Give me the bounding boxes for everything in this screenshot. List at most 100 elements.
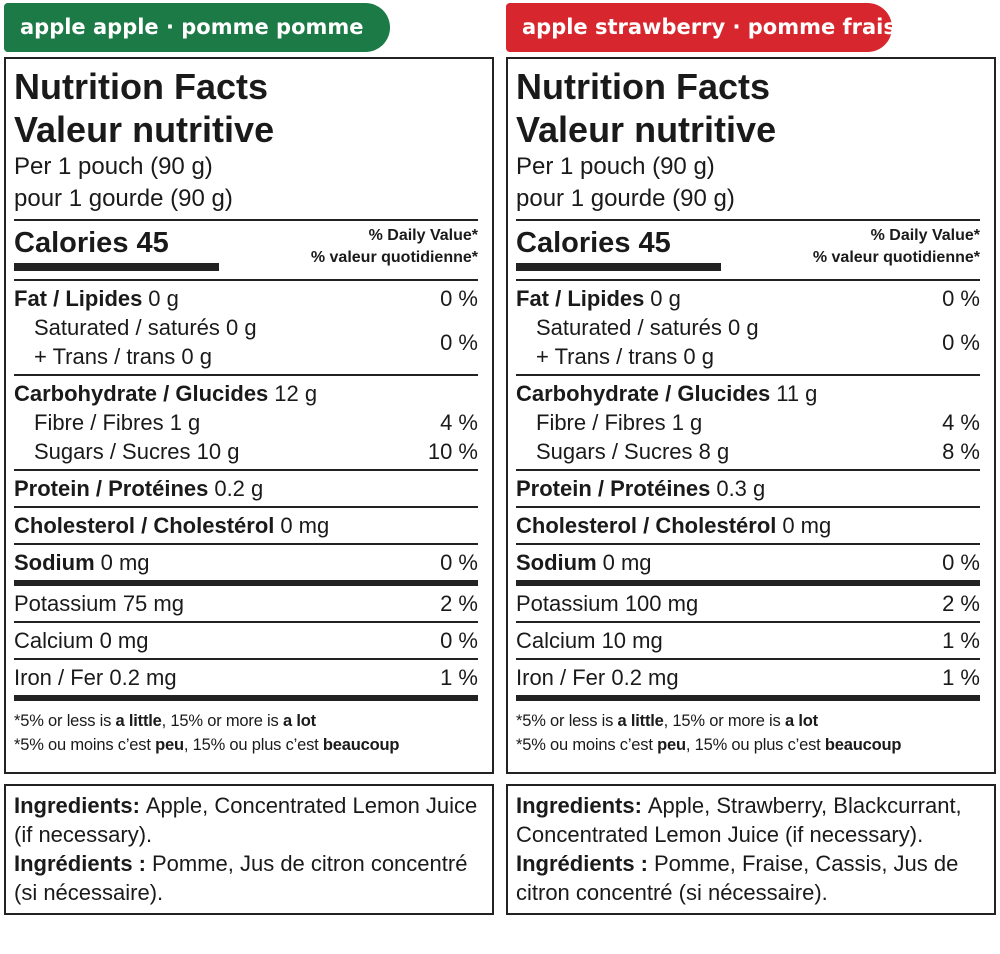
calories-block: Calories 45 % Daily Value* % valeur quotid…	[14, 221, 478, 279]
title: Valeur nutritive	[14, 109, 275, 150]
footnote-bold: a little	[115, 712, 162, 730]
rule	[14, 543, 478, 545]
nutrient-row: Potassium 75 mg 2 %	[14, 589, 478, 618]
nutrient-row: Carbohydrate / Glucides 12 g	[14, 379, 478, 408]
nutrient-label: Saturated / saturés 0 g + Trans / trans 0…	[516, 313, 759, 371]
nutrient-group: Fat / Lipides 0 g 0 % Saturated / saturés 0…	[14, 281, 478, 374]
nutrition-panel: apple strawberry · pomme fraise Nutrition…	[506, 0, 996, 915]
nutrient-row: Protein / Protéines 0.2 g	[14, 474, 478, 503]
rule	[516, 543, 980, 545]
calories-bar	[14, 263, 219, 271]
nutrient-text: Sugars / Sucres 8 g	[536, 437, 729, 466]
nutrient-text: Sodium 0 mg	[14, 548, 150, 577]
nutrient-amount: 12 g	[274, 381, 318, 406]
nutrient-amount: 0.3 g	[716, 476, 766, 501]
rule	[516, 219, 980, 221]
nutrient-row: Fibre / Fibres 1 g 4 %	[14, 408, 478, 437]
nutrient-row: Cholesterol / Cholestérol 0 mg	[14, 511, 478, 540]
nutrient-name: Fat / Lipides	[14, 286, 143, 311]
nutrient-text: Fibre / Fibres 1 g	[536, 408, 702, 437]
footnote-bold: a lot	[784, 712, 818, 730]
nutrient-name: Protein / Protéines	[516, 476, 711, 501]
nutrient-amount: 0 mg	[782, 513, 832, 538]
rule	[14, 374, 478, 376]
nutrient-name: Protein / Protéines	[14, 476, 209, 501]
footnote-text: , 15% or more is	[663, 712, 785, 730]
nutrient-name: Cholesterol / Cholestérol	[14, 513, 275, 538]
nutrient-amount: Fibre / Fibres 1 g	[536, 410, 703, 435]
nutrient-text: Carbohydrate / Glucides 11 g	[516, 379, 817, 408]
rule	[516, 580, 980, 586]
nutrient-amount: Fibre / Fibres 1 g	[34, 410, 201, 435]
serving-size: pour 1 gourde (90 g)	[516, 185, 735, 212]
nutrient-amount: Potassium 100 mg	[516, 591, 699, 616]
rule	[516, 374, 980, 376]
nutrient-text: Fibre / Fibres 1 g	[34, 408, 200, 437]
nutrient-text: + Trans / trans 0 g	[536, 344, 714, 369]
ingredients-text: Apple, Concentrated Lemon Juice (if nece…	[14, 793, 478, 847]
nutrient-name: Fat / Lipides	[516, 286, 645, 311]
nutrient-group: Cholesterol / Cholestérol 0 mg	[14, 508, 478, 543]
nutrient-row: Sugars / Sucres 10 g 10 %	[14, 437, 478, 466]
nutrient-text: Carbohydrate / Glucides 12 g	[14, 379, 317, 408]
nutrient-text: Protein / Protéines 0.2 g	[14, 474, 263, 503]
title: Valeur nutritive	[516, 109, 777, 150]
nutrient-amount: 11 g	[776, 381, 818, 406]
calories: Calories 45	[14, 227, 169, 259]
nutrient-label: Fat / Lipides 0 g	[14, 284, 179, 313]
footnote-text: , 15% ou plus c’est	[685, 736, 825, 754]
footnote-text: *5% ou moins c’est	[516, 736, 658, 754]
nutrient-amount: Calcium 0 mg	[14, 628, 149, 653]
rule	[516, 658, 980, 660]
nutrient-group: Sodium 0 mg 0 %	[516, 545, 980, 580]
nutrient-label: Iron / Fer 0.2 mg	[516, 663, 679, 692]
footnote-text: , 15% or more is	[161, 712, 283, 730]
nutrient-label: Fibre / Fibres 1 g	[516, 408, 702, 437]
footnotes: *5% or less is a little, 15% or more is …	[14, 701, 478, 757]
footnote: *5% or less is a little, 15% or more is …	[14, 709, 478, 733]
daily-value: 2 %	[440, 591, 478, 616]
calories: Calories 45	[516, 227, 671, 259]
ingredients: Ingredients: Apple, Concentrated Lemon Ju…	[14, 791, 484, 849]
nutrient-row: Sodium 0 mg 0 %	[516, 548, 980, 577]
nutrient-group: Protein / Protéines 0.2 g	[14, 471, 478, 506]
nutrient-label: Carbohydrate / Glucides 11 g	[516, 379, 817, 408]
ingredients-text: Apple, Strawberry, Blackcurrant, Concent…	[516, 793, 962, 847]
serving-size: Per 1 pouch (90 g)	[516, 153, 715, 180]
nutrient-label: Protein / Protéines 0.3 g	[516, 474, 765, 503]
daily-value: 10 %	[427, 439, 478, 464]
calories-block: Calories 45 % Daily Value* % valeur quotid…	[516, 221, 980, 279]
nutrient-text: Potassium 75 mg	[14, 589, 184, 618]
nutrient-label: Fat / Lipides 0 g	[516, 284, 681, 313]
daily-value-heading: % valeur quotidienne*	[310, 249, 478, 266]
nutrient-label: Carbohydrate / Glucides 12 g	[14, 379, 317, 408]
daily-value: 0 %	[942, 550, 980, 575]
nutrient-group: Potassium 100 mg 2 %	[516, 586, 980, 621]
daily-value: 0 %	[942, 286, 980, 311]
footnote-bold: peu	[657, 736, 686, 754]
title: Nutrition Facts	[516, 66, 771, 107]
ingredients-text: Pomme, Jus de citron concentré (si néces…	[14, 851, 468, 905]
nutrient-row: Protein / Protéines 0.3 g	[516, 474, 980, 503]
footnote-bold: peu	[155, 736, 184, 754]
daily-value-heading: % Daily Value*	[368, 227, 478, 244]
nutrient-label: Fibre / Fibres 1 g	[14, 408, 200, 437]
nutrient-text: Sodium 0 mg	[516, 548, 652, 577]
daily-value: 0 %	[440, 550, 478, 575]
daily-value: 4 %	[440, 410, 478, 435]
rule	[14, 658, 478, 660]
footnote-bold: a lot	[282, 712, 316, 730]
ingredients-label: Ingrédients :	[516, 851, 649, 876]
nutrient-text: Calcium 10 mg	[516, 626, 663, 655]
footnote: *5% ou moins c’est peu, 15% ou plus c’es…	[516, 733, 980, 757]
daily-value: 0 %	[440, 329, 478, 355]
title: Nutrition Facts	[14, 66, 269, 107]
nutrient-label: Cholesterol / Cholestérol 0 mg	[14, 511, 329, 540]
nutrient-name: Carbohydrate / Glucides	[14, 381, 269, 406]
ingredients: Ingredients: Apple, Strawberry, Blackcurr…	[516, 791, 986, 849]
rule	[14, 219, 478, 221]
nutrient-group: Calcium 10 mg 1 %	[516, 623, 980, 658]
footnote-text: *5% ou moins c’est	[14, 736, 156, 754]
rule	[14, 506, 478, 508]
nutrient-amount: 0 g	[148, 286, 179, 311]
